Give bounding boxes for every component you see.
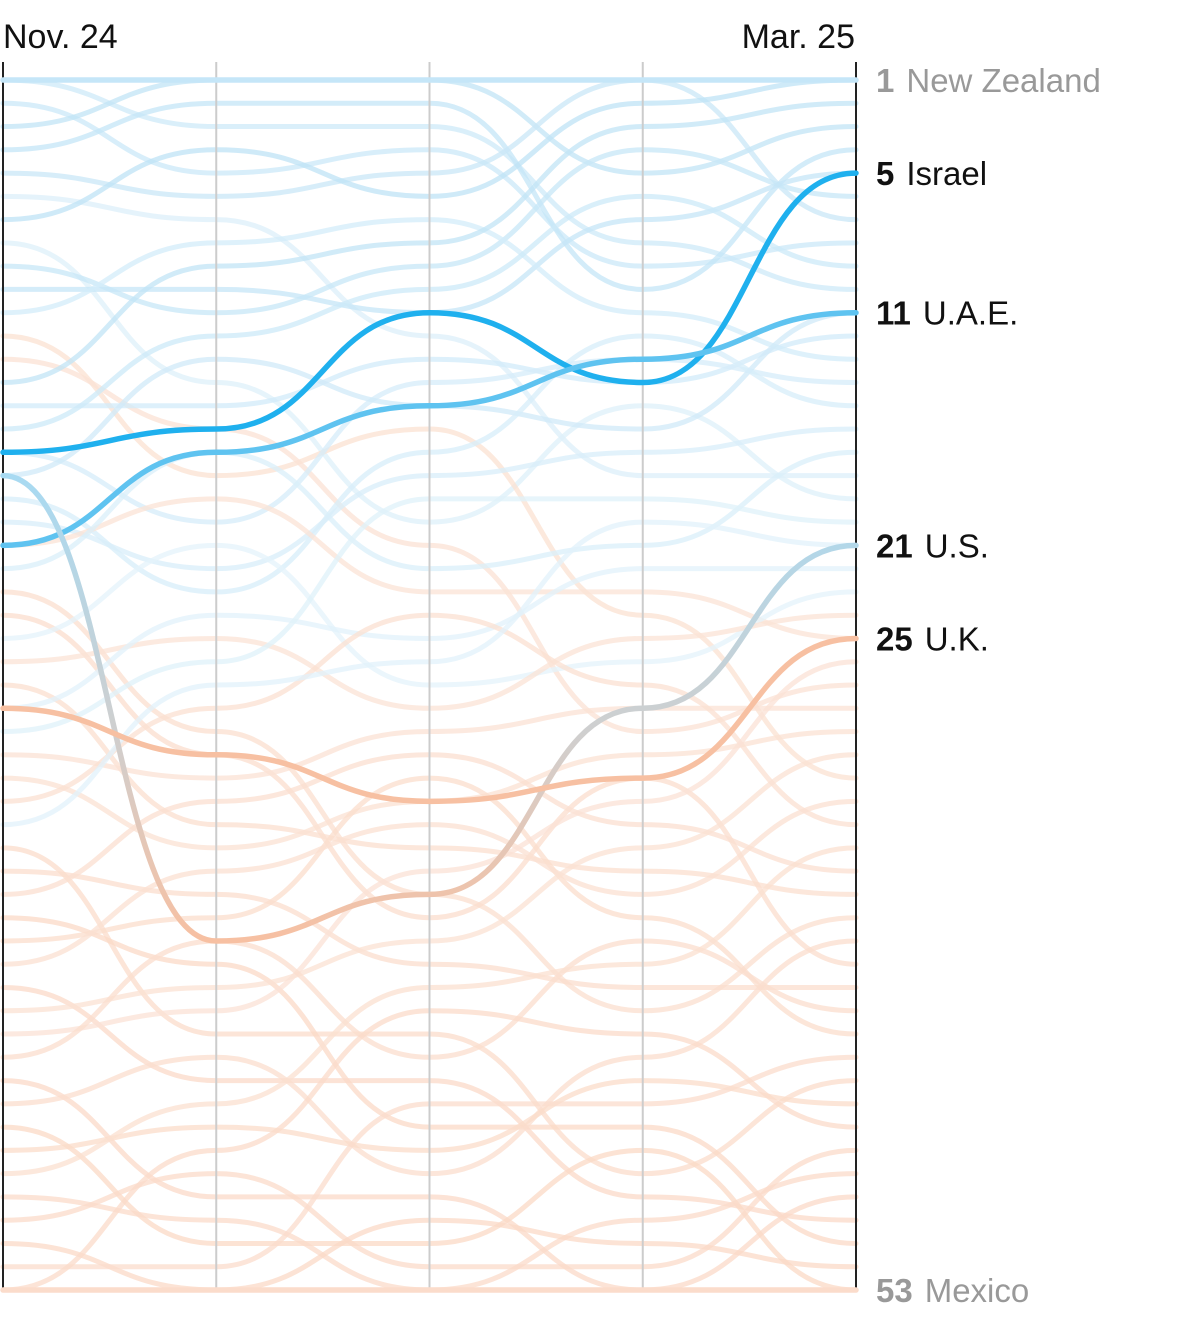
- rank-label-u-a-e: 11 U.A.E.: [876, 295, 1018, 332]
- series-line-israel: [0, 170, 859, 456]
- country-name: U.S.: [925, 527, 989, 564]
- series-line-u-k: [0, 635, 859, 805]
- background-series-line: [0, 915, 859, 1246]
- background-series-line: [0, 449, 859, 572]
- end-date-label: Mar. 25: [742, 18, 855, 56]
- rank-number: 11: [876, 295, 911, 332]
- start-date-label: Nov. 24: [3, 18, 118, 56]
- background-series-line: [0, 100, 859, 292]
- country-name: U.K.: [925, 620, 989, 657]
- background-series-line: [0, 356, 859, 525]
- series-line-u-a-e: [0, 309, 859, 549]
- rank-number: 53: [876, 1272, 913, 1309]
- rank-label-new-zealand: 1 New Zealand: [876, 62, 1101, 99]
- background-series-line: [0, 77, 859, 223]
- rank-number: 25: [876, 620, 913, 657]
- gridlines: [2, 62, 857, 1292]
- highlighted-series-lines: [0, 77, 859, 1293]
- background-series-line: [0, 496, 859, 641]
- background-series-line: [0, 542, 859, 688]
- rank-label-israel: 5 Israel: [876, 155, 987, 192]
- background-series-line: [0, 752, 859, 1014]
- rank-labels: 1 New Zealand 5 Israel 11 U.A.E. 21 U.S. 25 U.K. 5…: [876, 62, 1101, 1309]
- background-series-line: [0, 496, 859, 735]
- rank-label-u-k: 25 U.K.: [876, 620, 989, 657]
- country-name: New Zealand: [906, 62, 1100, 99]
- background-series-line: [0, 1008, 859, 1293]
- background-series-line: [0, 1124, 859, 1293]
- rank-number: 21: [876, 527, 913, 564]
- country-name: Mexico: [925, 1272, 1030, 1309]
- background-series-line: [0, 1054, 859, 1270]
- rank-label-u-s: 21 U.S.: [876, 527, 989, 564]
- series-line-u-s: [0, 472, 859, 944]
- country-name: U.A.E.: [923, 295, 1018, 332]
- rank-number: 5: [876, 155, 894, 192]
- background-series-line: [0, 426, 859, 572]
- rank-number: 1: [876, 62, 894, 99]
- background-series-line: [0, 775, 859, 1037]
- rank-label-mexico: 53 Mexico: [876, 1272, 1029, 1309]
- country-name: Israel: [906, 155, 987, 192]
